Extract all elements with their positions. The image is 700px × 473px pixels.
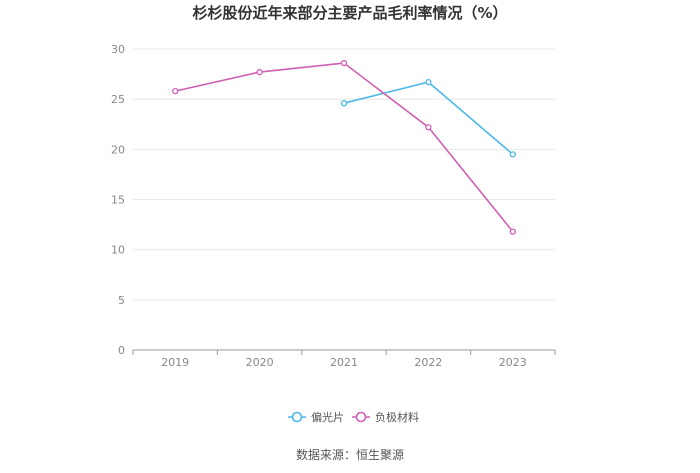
y-tick-label: 10: [111, 244, 125, 257]
x-tick-label: 2022: [414, 356, 442, 369]
y-tick-label: 0: [118, 344, 125, 357]
data-point: [425, 124, 432, 131]
x-tick-label: 2019: [161, 356, 189, 369]
chart-title: 杉杉股份近年来部分主要产品毛利率情况（%）: [192, 4, 508, 22]
legend-label: 负极材料: [375, 410, 419, 424]
legend-swatch-marker: [355, 411, 367, 423]
y-tick-label: 15: [111, 194, 125, 207]
data-point: [256, 68, 263, 76]
data-point: [509, 151, 516, 158]
series-line: [175, 62, 514, 233]
data-point: [425, 78, 432, 86]
y-tick-label: 5: [118, 294, 125, 307]
y-tick-label: 20: [111, 143, 125, 156]
x-tick-label: 2021: [330, 356, 358, 369]
data-point: [172, 87, 179, 95]
x-tick-label: 2023: [499, 356, 527, 369]
y-tick-label: 30: [111, 43, 125, 56]
legend-swatch-marker: [291, 411, 303, 423]
source-note: 数据来源：恒生聚源: [295, 448, 404, 462]
series-line: [343, 81, 514, 155]
y-tick-label: 25: [111, 93, 125, 106]
data-point: [340, 59, 348, 67]
data-point: [340, 100, 348, 107]
data-point: [509, 228, 516, 235]
x-tick-label: 2020: [246, 356, 274, 369]
legend-label: 偏光片: [311, 410, 344, 424]
